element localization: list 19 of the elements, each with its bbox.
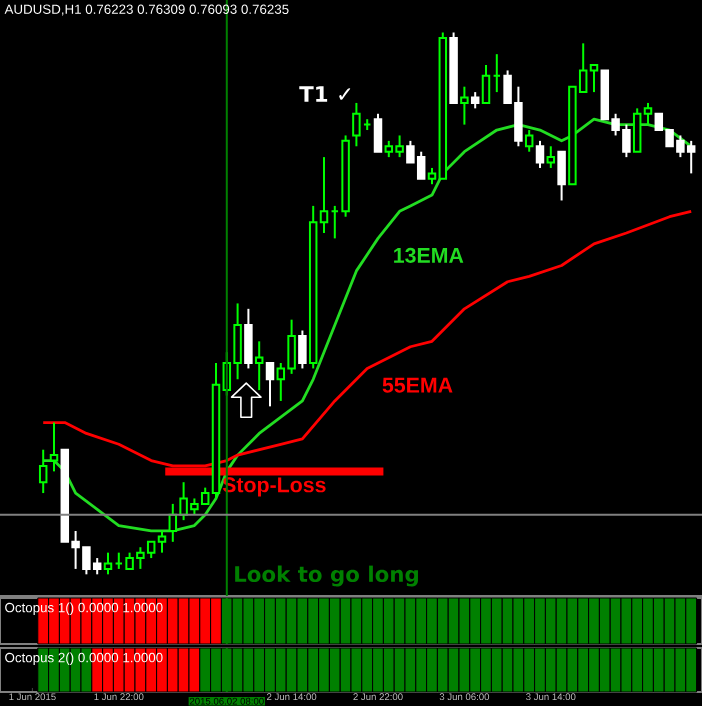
candlestick [460,85,469,126]
candlestick [298,329,307,370]
candlestick [244,307,253,370]
candlestick [546,145,556,169]
candlestick [103,551,113,576]
candlestick [373,112,383,153]
candlestick [49,421,59,473]
series-label: Stop-Loss [222,477,326,497]
candlestick [265,362,275,408]
candlestick [557,150,566,202]
candlestick [481,64,491,104]
candlestick [524,129,534,153]
annotation: T1 ✓ [299,86,351,102]
candlestick [254,340,264,392]
candlestick [535,139,545,169]
series-label: 13EMA [394,247,464,263]
candlestick [38,448,48,495]
series-label: 55EMA [382,377,453,393]
annotation: Look to go long [235,565,418,587]
